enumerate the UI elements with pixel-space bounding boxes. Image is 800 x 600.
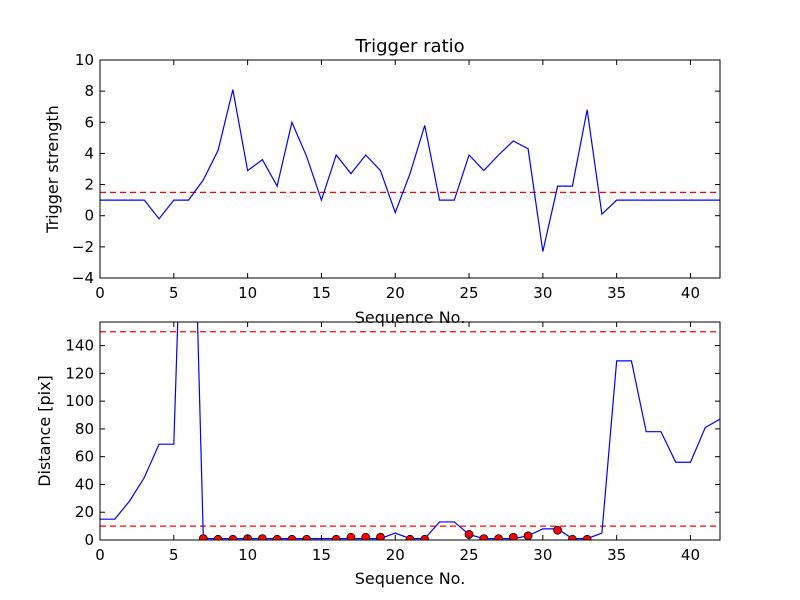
y-axis-label: Trigger strength	[43, 105, 62, 234]
data-point	[494, 534, 503, 540]
x-axis-label: Sequence No.	[355, 569, 466, 588]
x-tick-label: 40	[681, 284, 700, 302]
plot-area: 0 5 10 15 20 25 30 35 40 −4 −2 0 2 4 6 8 10	[72, 51, 721, 302]
x-tick-label: 5	[169, 546, 179, 564]
data-point	[198, 534, 208, 540]
x-tick-label: 25	[460, 284, 479, 302]
chart-distance: 0 5 10 15 20 25 30 35 40 0 20 40 60 80 100 120 140 Seque…	[35, 321, 721, 588]
axes-frame	[99, 321, 721, 541]
y-axis-label: Distance [pix]	[35, 375, 54, 487]
series-line-0	[100, 89, 720, 252]
y-tick-label: −4	[72, 269, 94, 287]
data-point	[523, 531, 533, 540]
y-tick-label: 60	[75, 448, 94, 466]
data-point	[272, 534, 282, 540]
data-point	[257, 534, 267, 540]
x-tick-label: 20	[386, 546, 405, 564]
y-tick-label: 80	[75, 420, 94, 438]
x-tick-label: 20	[386, 284, 405, 302]
x-tick-label: 30	[533, 284, 552, 302]
x-tick-label: 35	[607, 284, 626, 302]
x-tick-label: 10	[238, 284, 257, 302]
y-tick-label: 4	[84, 144, 94, 162]
data-point	[376, 532, 385, 540]
chart-title: Trigger ratio	[354, 36, 464, 57]
data-point	[582, 534, 592, 540]
y-tick-label: 2	[84, 176, 94, 194]
data-point	[405, 534, 415, 540]
y-tick-label: 20	[75, 503, 94, 521]
data-point	[346, 532, 356, 540]
y-tick-label: 120	[65, 364, 94, 382]
x-tick-label: 30	[533, 546, 552, 564]
y-tick-label: 6	[84, 113, 94, 131]
plot-area: 0 5 10 15 20 25 30 35 40 0 20 40 60 80 100 120 140	[65, 321, 721, 564]
x-tick-label: 35	[607, 546, 626, 564]
x-tick-label: 15	[312, 546, 331, 564]
x-tick-label: 25	[460, 546, 479, 564]
x-tick-label: 0	[95, 284, 105, 302]
data-point	[287, 534, 297, 540]
y-tick-label: −2	[72, 238, 94, 256]
x-tick-label: 0	[95, 546, 105, 564]
x-tick-label: 15	[312, 284, 331, 302]
y-tick-label: 8	[84, 82, 94, 100]
data-point	[553, 525, 563, 535]
data-point	[361, 532, 371, 540]
x-tick-label: 40	[681, 546, 700, 564]
y-tick-label: 100	[65, 392, 94, 410]
y-tick-label: 10	[75, 51, 94, 69]
data-point	[331, 534, 341, 540]
y-tick-label: 40	[75, 475, 94, 493]
data-point	[567, 534, 577, 540]
data-point	[479, 534, 489, 540]
axes-frame	[99, 59, 721, 279]
data-point	[302, 534, 312, 540]
data-point	[508, 532, 518, 540]
x-tick-label: 10	[238, 546, 257, 564]
y-tick-label: 140	[65, 337, 94, 355]
y-tick-label: 0	[84, 531, 94, 549]
data-point	[213, 534, 223, 540]
x-axis-label: Sequence No.	[355, 308, 466, 327]
x-tick-label: 5	[169, 284, 179, 302]
series-line-0	[100, 322, 720, 540]
data-point	[228, 534, 238, 540]
data-point	[420, 534, 430, 540]
y-tick-label: 0	[84, 207, 94, 225]
chart-trigger-ratio: Trigger ratio 0 5 10 15 20 25 30 35 40 −4 −2 0 2 4 6 8 1…	[43, 36, 721, 327]
data-layer	[100, 89, 720, 252]
